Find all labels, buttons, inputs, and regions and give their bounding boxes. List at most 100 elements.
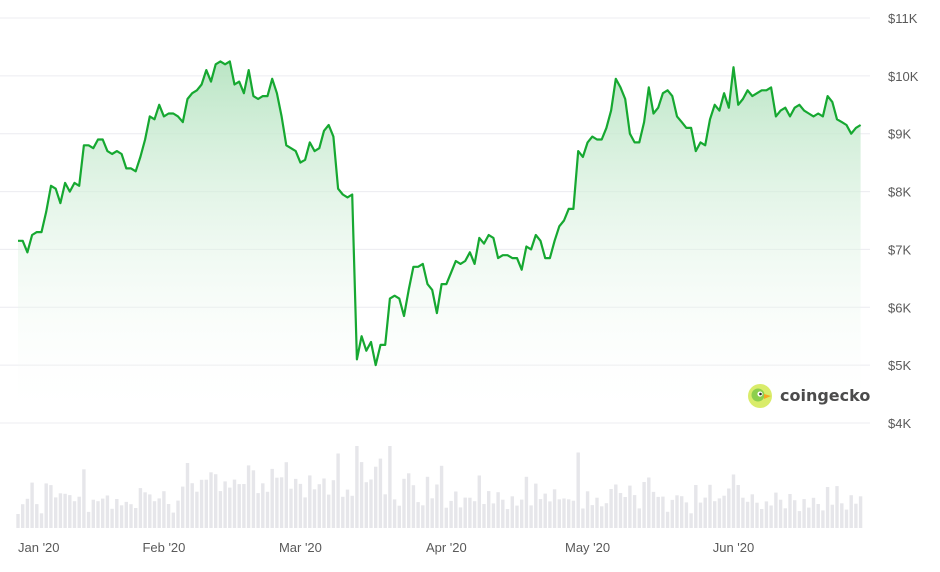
volume-bar <box>614 484 618 528</box>
volume-bar <box>129 504 133 528</box>
volume-bar <box>731 474 736 528</box>
volume-bar <box>261 483 265 528</box>
volume-bar <box>317 484 321 528</box>
volume-bar <box>788 494 792 528</box>
y-tick-label: $5K <box>888 358 911 373</box>
volume-bar <box>30 482 34 528</box>
volume-bar <box>430 498 434 528</box>
volume-bar <box>722 495 726 528</box>
volume-bar <box>849 495 853 528</box>
x-tick-label: Jun '20 <box>713 540 755 555</box>
volume-bar <box>21 504 25 528</box>
volume-bar <box>585 491 590 528</box>
volume-bar <box>345 489 350 528</box>
volume-bar <box>44 483 48 528</box>
volume-bar <box>359 462 364 528</box>
volume-bar <box>119 505 124 528</box>
y-axis-ticks: $11K $10K $9K $8K $7K $6K $5K $4K <box>888 11 919 431</box>
volume-bar <box>783 508 787 528</box>
volume-bar <box>670 499 674 528</box>
volume-bar <box>581 508 585 528</box>
volume-bar <box>689 513 693 528</box>
volume-bar <box>713 501 717 528</box>
volume-bar <box>774 492 778 528</box>
volume-bar <box>298 483 303 528</box>
volume-bar <box>576 452 580 528</box>
volume-bar <box>623 497 627 528</box>
volume-bar <box>54 497 58 528</box>
volume-bar <box>764 501 769 528</box>
price-area <box>18 61 861 424</box>
volume-bar <box>811 497 816 528</box>
volume-bar <box>543 493 547 528</box>
volume-bar <box>854 503 858 528</box>
price-line <box>18 60 862 367</box>
volume-bar <box>736 485 740 528</box>
volume-bar <box>72 501 77 528</box>
volume-bar <box>374 466 378 528</box>
volume-bar <box>609 489 613 528</box>
x-tick-label: Feb '20 <box>142 540 185 555</box>
volume-bar <box>797 511 802 528</box>
volume-bars <box>16 446 863 528</box>
volume-bar <box>369 479 373 528</box>
y-tick-label: $11K <box>888 11 918 26</box>
volume-bar <box>35 504 39 528</box>
y-tick-label: $7K <box>888 242 911 257</box>
volume-bar <box>680 496 684 528</box>
volume-bar <box>439 465 444 528</box>
volume-bar <box>816 504 820 528</box>
volume-bar <box>322 478 326 528</box>
volume-bar <box>251 470 256 528</box>
volume-bar <box>115 499 119 528</box>
volume-bar <box>454 491 458 528</box>
x-tick-label: May '20 <box>565 540 610 555</box>
volume-bar <box>444 507 448 528</box>
volume-bar <box>105 495 110 528</box>
volume-bar <box>567 499 571 528</box>
volume-bar <box>482 504 486 528</box>
volume-bar <box>143 492 147 528</box>
volume-bar <box>228 487 232 528</box>
volume-bar <box>468 497 472 528</box>
volume-bar <box>218 491 223 528</box>
volume-bar <box>157 498 161 528</box>
volume-bar <box>425 476 430 528</box>
volume-bar <box>421 505 425 528</box>
volume-bar <box>134 508 138 528</box>
volume-bar <box>331 480 336 528</box>
volume-bar <box>195 491 199 528</box>
volume-bar <box>284 462 288 528</box>
volume-bar <box>138 488 143 528</box>
volume-bar <box>223 481 227 528</box>
volume-bar <box>110 508 114 528</box>
volume-bar <box>858 496 863 528</box>
volume-bar <box>769 505 773 528</box>
volume-bar <box>830 504 834 528</box>
volume-bar <box>68 495 72 528</box>
volume-bar <box>275 477 279 528</box>
volume-bar <box>49 485 53 528</box>
volume-bar <box>402 478 406 528</box>
volume-bar <box>350 495 354 528</box>
y-tick-label: $6K <box>888 300 911 315</box>
volume-bar <box>524 476 529 528</box>
volume-bar <box>270 468 274 528</box>
x-tick-label: Apr '20 <box>426 540 467 555</box>
y-tick-label: $4K <box>888 416 911 431</box>
volume-bar <box>242 484 246 528</box>
volume-bar <box>675 495 679 528</box>
volume-bar <box>435 484 439 528</box>
volume-bar <box>246 465 251 528</box>
volume-bar <box>185 463 190 528</box>
volume-bar <box>152 501 157 528</box>
volume-bar <box>458 507 463 528</box>
volume-bar <box>16 514 20 528</box>
volume-bar <box>491 503 496 528</box>
volume-bar <box>39 513 44 528</box>
volume-bar <box>101 498 105 528</box>
volume-bar <box>190 483 194 528</box>
volume-bar <box>698 502 703 528</box>
volume-bar <box>411 485 416 528</box>
volume-bar <box>571 500 576 528</box>
